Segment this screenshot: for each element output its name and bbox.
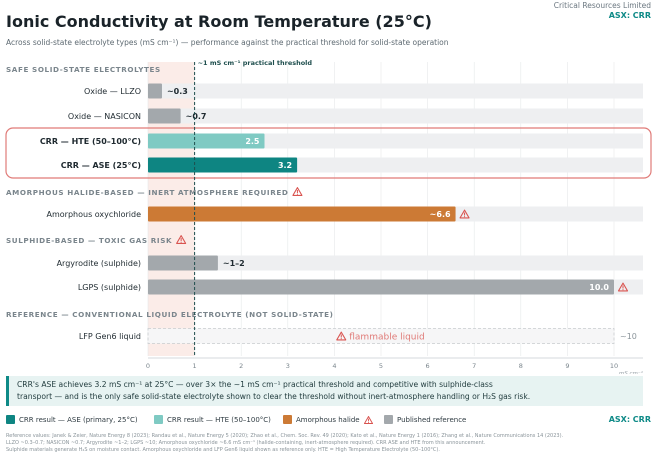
callout-box: CRR's ASE achieves 3.2 mS cm⁻¹ at 25°C —… [6, 376, 643, 406]
warning-icon-triangle [459, 209, 470, 219]
legend-item-hte: CRR result — HTE (50–100°C) [154, 415, 271, 424]
section-title: AMORPHOUS HALIDE-BASED — INERT ATMOSPHER… [6, 188, 288, 197]
bar [148, 133, 265, 149]
bar-value-label: 10.0 [589, 283, 609, 292]
bar-category-label: Oxide — NASICON [68, 112, 141, 121]
bar [148, 108, 181, 124]
footnote-line-1: Reference values: Janek & Zeier, Nature … [6, 433, 564, 439]
bar [148, 206, 456, 222]
warning-icon-mark [180, 238, 182, 241]
bar-value-label: ~10 [620, 332, 637, 341]
ticker-label: ASX: CRR [608, 11, 651, 20]
warning-icon-triangle [292, 187, 303, 196]
warning-icon-mark [464, 212, 466, 216]
warning-icon-mark [340, 334, 342, 338]
section-title: REFERENCE — CONVENTIONAL LIQUID ELECTROL… [6, 310, 334, 319]
legend-item-halide: Amorphous halide [283, 415, 373, 424]
chart-subtitle: Across solid-state electrolyte types (mS… [6, 38, 449, 47]
x-tick-label: 6 [426, 362, 430, 370]
warning-icon [617, 282, 629, 292]
bar-value-label: ~0.3 [167, 87, 188, 96]
legend-swatch-hte [154, 415, 163, 424]
legend-swatch-published [384, 415, 393, 424]
section-title: SULPHIDE-BASED — TOXIC GAS RISK [6, 236, 172, 245]
warning-icon-triangle [617, 282, 629, 292]
footnote: Reference values: Janek & Zeier, Nature … [6, 433, 651, 454]
bar-chart: SAFE SOLID-STATE ELECTROLYTES Oxide — LLZ… [5, 59, 652, 374]
bar-track [148, 83, 643, 99]
legend-label-ase: CRR result — ASE (primary, 25°C) [19, 415, 138, 424]
bar [148, 255, 218, 271]
footnote-line-2: LLZO ~0.3–0.7; NASICON ~0.7; Argyrodite … [6, 440, 486, 446]
warning-icon [336, 331, 347, 341]
warning-icon-mark [296, 190, 298, 193]
bar-value-label: ~0.7 [186, 112, 207, 121]
legend-ticker: ASX: CRR [608, 415, 651, 424]
bar-value-label: 3.2 [278, 161, 292, 170]
x-tick-label: 1 [193, 362, 197, 370]
x-tick-label: 4 [332, 362, 336, 370]
bar [148, 83, 162, 99]
x-axis-unit: mS cm⁻¹ [619, 370, 643, 374]
bar-note-label: flammable liquid [349, 333, 424, 343]
x-tick-label: 8 [519, 362, 523, 370]
bar-category-label: LGPS (sulphide) [78, 283, 141, 292]
bar-dashed [147, 328, 615, 344]
section-title: SAFE SOLID-STATE ELECTROLYTES [6, 65, 161, 74]
bar-value-label: ~1–2 [223, 259, 245, 268]
bar-track [148, 255, 643, 271]
warning-icon-dot [180, 241, 182, 243]
warning-icon [292, 187, 303, 196]
bar [148, 157, 298, 173]
callout-line-1: CRR's ASE achieves 3.2 mS cm⁻¹ at 25°C —… [17, 380, 493, 389]
warning-icon-mark [622, 285, 624, 289]
x-tick-label: 3 [286, 362, 290, 370]
legend: CRR result — ASE (primary, 25°C) CRR res… [6, 415, 651, 427]
bar-category-label: LFP Gen6 liquid [79, 332, 141, 341]
x-tick-label: 7 [472, 362, 476, 370]
bar-track [148, 133, 643, 149]
bar-value-label: ~6.6 [430, 210, 451, 219]
legend-label-hte: CRR result — HTE (50–100°C) [167, 415, 271, 424]
warning-icon-triangle [336, 331, 347, 341]
warning-icon-dot [622, 289, 624, 291]
x-tick-label: 10 [610, 362, 618, 370]
legend-item-ase: CRR result — ASE (primary, 25°C) [6, 415, 138, 424]
legend-swatch-ase [6, 415, 15, 424]
legend-label-published: Published reference [397, 415, 467, 424]
warning-icon-dot [296, 193, 298, 195]
bar-category-label: Argyrodite (sulphide) [57, 259, 141, 268]
bar-track [148, 108, 643, 124]
warning-icon [363, 415, 373, 424]
company-name: Critical Resources Limited [553, 1, 651, 10]
chart-title: Ionic Conductivity at Room Temperature (… [6, 12, 432, 31]
warning-icon-dot [464, 216, 466, 218]
x-tick-label: 0 [146, 362, 150, 370]
bar-category-label: CRR — ASE (25°C) [61, 161, 141, 170]
bar-category-label: Oxide — LLZO [84, 87, 141, 96]
legend-label-halide: Amorphous halide [296, 415, 360, 424]
x-tick-label: 9 [565, 362, 569, 370]
footnote-line-3: Sulphide materials generate H₂S on moist… [6, 447, 440, 453]
bar-category-label: Amorphous oxychloride [47, 210, 142, 219]
legend-item-published: Published reference [384, 415, 466, 424]
bar-value-label: 2.5 [245, 137, 260, 146]
x-tick-label: 2 [239, 362, 243, 370]
x-tick-label: 5 [379, 362, 383, 370]
legend-swatch-halide [283, 415, 292, 424]
bar-category-label: CRR — HTE (50–100°C) [40, 137, 141, 146]
highlight-box [5, 127, 652, 179]
threshold-label: ~1 mS cm⁻¹ practical threshold [198, 59, 313, 67]
callout-line-2: transport — and is the only safe solid-s… [17, 392, 531, 401]
header-brand: Critical Resources Limited ASX: CRR [554, 1, 651, 20]
warning-icon-dot [340, 338, 342, 340]
bar [148, 279, 614, 295]
warning-icon [176, 235, 187, 244]
warning-icon-triangle [176, 235, 187, 244]
warning-icon [459, 209, 470, 219]
